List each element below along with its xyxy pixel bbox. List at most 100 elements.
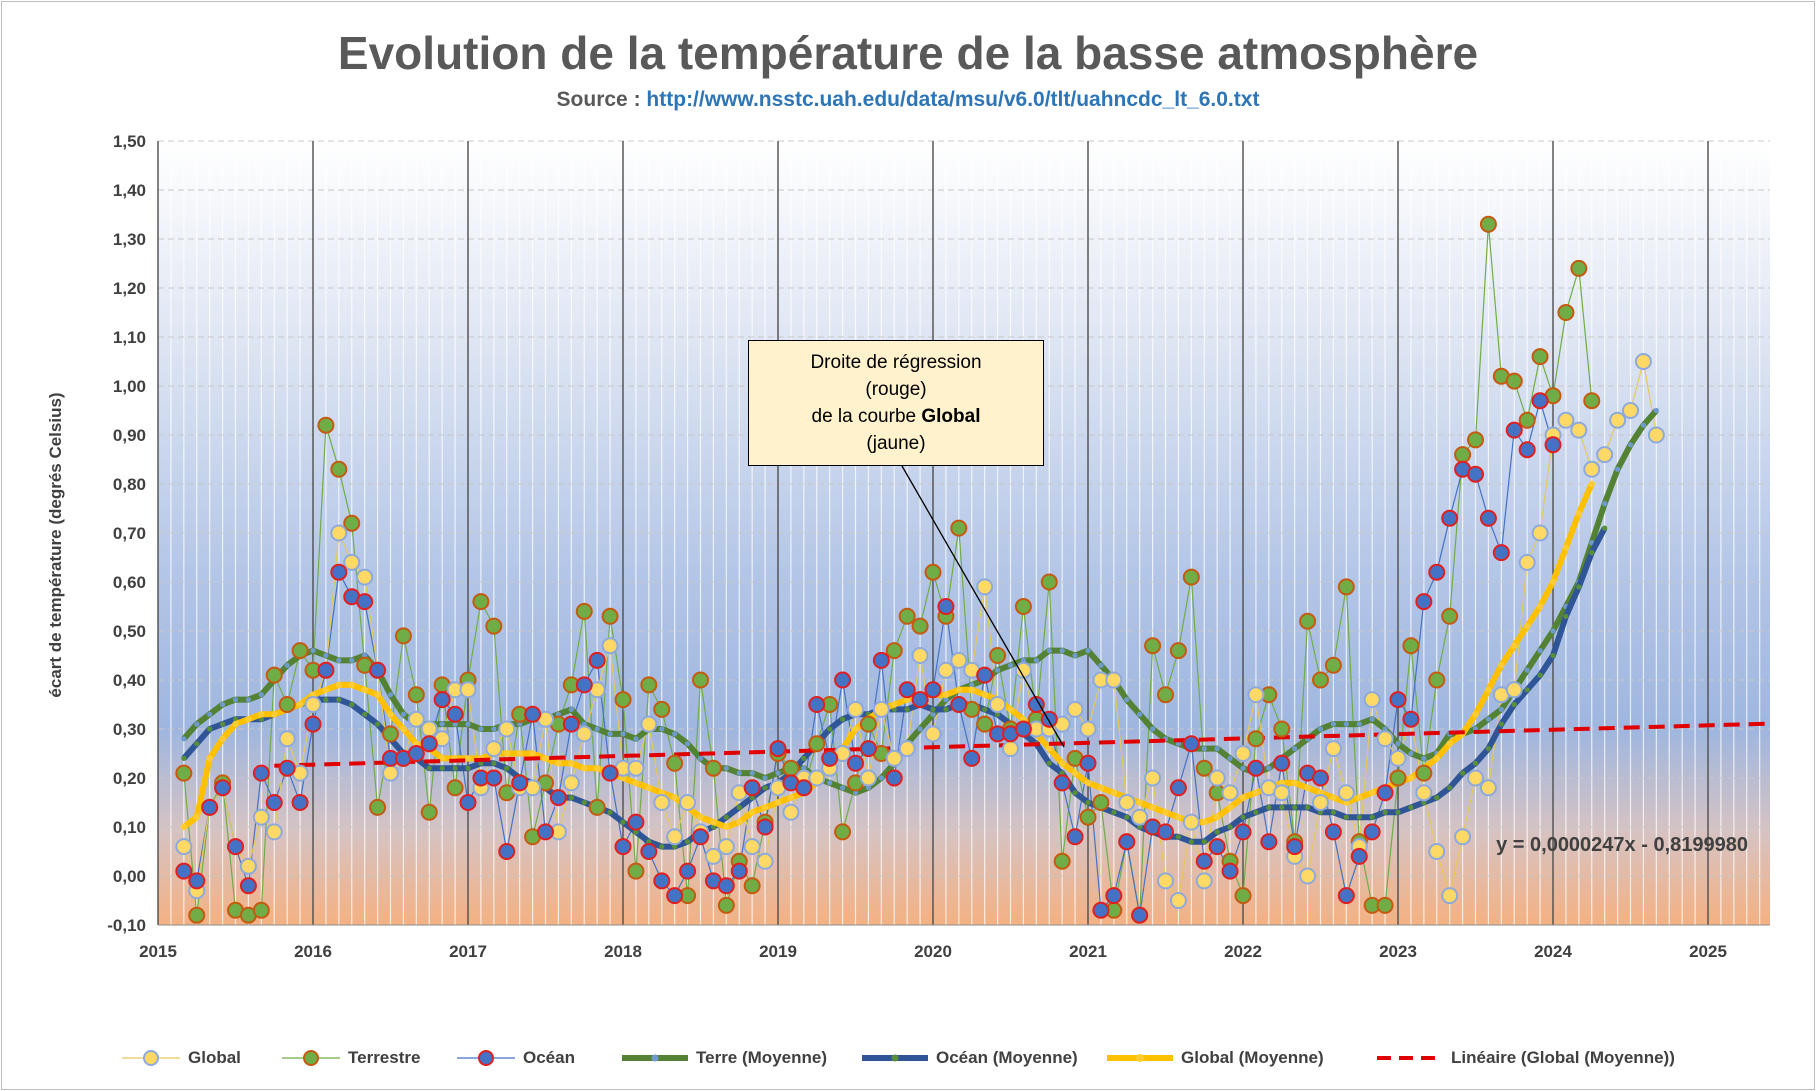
- series-terrestre-point: [1040, 573, 1058, 591]
- series-terrestre-point: [653, 700, 671, 718]
- series-global-moyenne-point: [271, 711, 278, 718]
- series-ocean-point: [653, 872, 671, 890]
- series-terrestre-point: [1454, 446, 1472, 464]
- series-global-point: [1389, 749, 1407, 767]
- legend-swatch-lineaire: [1377, 1056, 1443, 1060]
- series-global-moyenne-point: [438, 755, 446, 762]
- series-global-point: [485, 740, 503, 758]
- callout-line-3-prefix: de la courbe: [811, 406, 917, 427]
- series-ocean-point: [214, 779, 232, 797]
- series-global-point: [898, 740, 916, 758]
- series-terre-moyenne-point: [1317, 726, 1324, 732]
- series-global-moyenne-point: [503, 750, 510, 757]
- series-ocean-point: [317, 661, 335, 679]
- series-terre-moyenne-point: [310, 648, 316, 654]
- series-ocean-point: [485, 769, 503, 787]
- series-terre-moyenne-point: [1550, 628, 1556, 634]
- series-ocean-point: [1014, 720, 1032, 738]
- series-terrestre-point: [743, 877, 761, 895]
- series-global-moyenne-point: [542, 755, 549, 762]
- series-ocean-point: [614, 838, 632, 856]
- series-ocean-moyenne-point: [1537, 672, 1543, 678]
- series-global-moyenne-point: [1007, 706, 1014, 713]
- series-ocean-point: [937, 598, 955, 615]
- x-tick-label: 2019: [759, 942, 797, 961]
- series-ocean-moyenne-point: [581, 799, 587, 806]
- series-terrestre-point: [692, 671, 709, 689]
- series-ocean-moyenne-point: [374, 721, 381, 727]
- series-ocean-moyenne-point: [1472, 760, 1479, 766]
- series-terrestre-point: [188, 906, 206, 924]
- series-terrestre-point: [1234, 887, 1252, 905]
- series-global-point: [1131, 808, 1149, 826]
- series-global-point: [937, 661, 955, 679]
- series-terre-moyenne-point: [801, 765, 807, 771]
- series-terre-moyenne-point: [245, 697, 252, 703]
- series-global-moyenne-point: [322, 686, 330, 693]
- series-ocean-point: [679, 862, 697, 880]
- series-global-moyenne-point: [955, 686, 963, 693]
- series-global-point: [1570, 421, 1588, 439]
- series-ocean-moyenne-point: [194, 741, 200, 747]
- series-ocean-point: [1518, 441, 1536, 459]
- series-ocean-point: [872, 651, 890, 669]
- series-global-point: [562, 774, 580, 792]
- source-link[interactable]: http://www.nsstc.uah.edu/data/msu/v6.0/t…: [646, 88, 1260, 111]
- y-tick-label: 0,00: [113, 867, 146, 886]
- series-terre-moyenne-point: [1627, 442, 1634, 448]
- x-tick-label: 2024: [1534, 942, 1572, 961]
- callout-line-1: Droite de régression: [810, 352, 982, 373]
- series-ocean-point: [1428, 563, 1446, 581]
- series-ocean-point: [1441, 509, 1459, 527]
- series-ocean-moyenne-point: [1382, 809, 1388, 815]
- series-ocean-point: [1092, 901, 1110, 919]
- series-global-moyenne-point: [348, 681, 355, 689]
- series-ocean-moyenne-point: [336, 697, 342, 703]
- series-terre-moyenne-point: [1137, 711, 1143, 717]
- series-terrestre-point: [1557, 304, 1575, 321]
- legend-label-global: Global: [188, 1048, 241, 1067]
- series-ocean-moyenne-point: [1046, 760, 1052, 766]
- legend-swatch-global: [122, 1050, 180, 1066]
- series-ocean-moyenne-point: [672, 844, 678, 850]
- series-ocean-moyenne-point: [1137, 824, 1143, 830]
- legend-item-lineaire: Linéaire (Global (Moyenne)): [1375, 1046, 1675, 1070]
- series-terre-moyenne-point: [1175, 741, 1182, 747]
- series-global-point: [950, 651, 968, 669]
- series-ocean-moyenne-point: [349, 701, 355, 708]
- series-global-point: [1157, 872, 1174, 890]
- series-ocean-point: [575, 676, 593, 694]
- series-ocean-point: [692, 828, 709, 846]
- series-ocean-moyenne-point: [219, 721, 226, 727]
- series-ocean-point: [407, 745, 425, 762]
- series-ocean-point: [859, 740, 877, 758]
- y-tick-label: 1,10: [113, 328, 146, 347]
- series-ocean-moyenne-point: [943, 706, 949, 713]
- y-tick-label: -0,10: [107, 916, 146, 935]
- series-global-point: [1312, 794, 1329, 811]
- series-global-point: [679, 794, 697, 811]
- x-tick-label: 2018: [604, 942, 642, 961]
- series-ocean-moyenne-point: [1317, 809, 1324, 815]
- series-global-moyenne-point: [1084, 779, 1092, 787]
- series-global-moyenne-point: [1356, 794, 1363, 801]
- series-terre-moyenne-point: [1653, 407, 1659, 414]
- series-global-point: [1609, 411, 1627, 429]
- series-terrestre-point: [1273, 720, 1291, 738]
- series-ocean-moyenne-point: [1356, 814, 1362, 820]
- series-ocean-moyenne-point: [1589, 550, 1595, 556]
- series-ocean-point: [369, 661, 387, 679]
- series-global-moyenne-point: [593, 765, 601, 772]
- series-global-point: [304, 696, 322, 713]
- legend-item-terre_moy: Terre (Moyenne): [620, 1046, 827, 1070]
- series-ocean-point: [717, 877, 735, 895]
- series-terre-moyenne-point: [181, 736, 187, 742]
- series-ocean-point: [1234, 823, 1252, 841]
- series-ocean-point: [291, 794, 309, 811]
- legend-swatch-ocean: [457, 1050, 515, 1066]
- series-ocean-moyenne-point: [1498, 721, 1504, 727]
- series-ocean-moyenne-point: [207, 726, 213, 732]
- series-terrestre-point: [640, 676, 658, 694]
- series-global-point: [976, 578, 994, 596]
- series-global-point: [989, 696, 1007, 713]
